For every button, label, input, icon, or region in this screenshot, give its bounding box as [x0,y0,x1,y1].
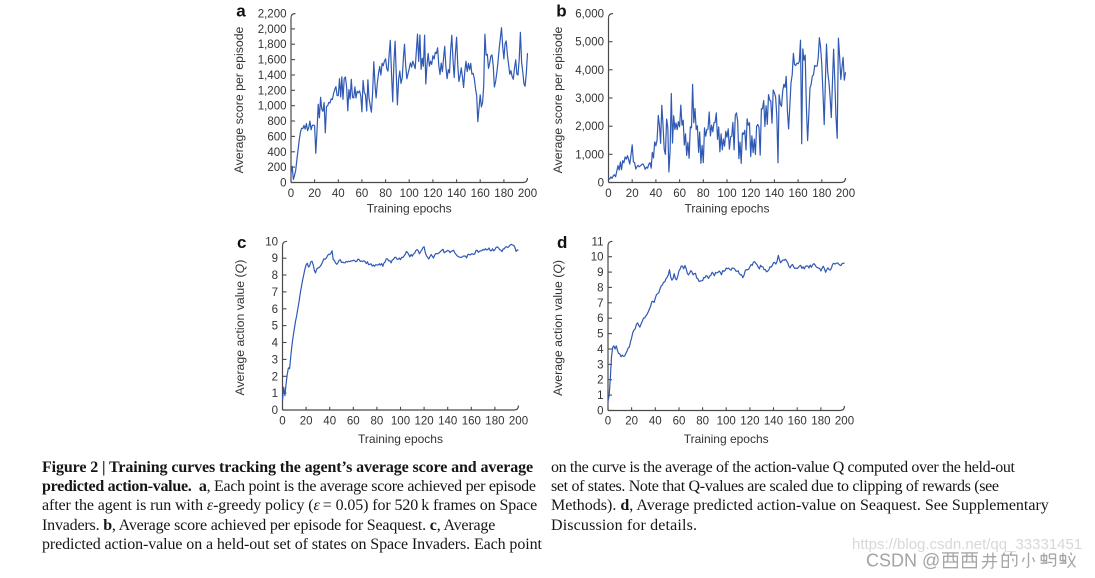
svg-text:20: 20 [626,188,639,200]
svg-text:180: 180 [494,188,513,200]
svg-text:120: 120 [415,415,434,427]
svg-text:1,600: 1,600 [258,55,287,67]
svg-text:0: 0 [279,415,285,427]
svg-text:6: 6 [272,304,278,316]
svg-text:80: 80 [371,415,384,427]
svg-text:60: 60 [673,415,686,427]
svg-text:Average action value (Q): Average action value (Q) [551,260,565,396]
svg-text:100: 100 [391,415,410,427]
svg-text:8: 8 [597,282,603,294]
svg-text:140: 140 [438,415,457,427]
svg-text:0: 0 [272,405,278,417]
svg-text:160: 160 [462,415,481,427]
svg-text:100: 100 [717,188,736,200]
svg-text:160: 160 [471,188,490,200]
svg-text:1,800: 1,800 [258,39,287,51]
svg-text:800: 800 [267,116,286,128]
svg-text:80: 80 [696,415,709,427]
svg-text:Average action value (Q): Average action value (Q) [233,260,247,396]
svg-text:3: 3 [597,359,603,371]
svg-text:0: 0 [597,406,603,418]
svg-text:3: 3 [272,354,278,366]
svg-text:1: 1 [597,390,603,402]
svg-text:d: d [557,233,567,252]
svg-text:120: 120 [740,415,759,427]
svg-text:7: 7 [272,287,278,299]
svg-text:140: 140 [447,188,466,200]
svg-text:c: c [237,233,246,252]
svg-text:40: 40 [650,188,663,200]
svg-text:20: 20 [300,415,313,427]
svg-text:1: 1 [272,388,278,400]
svg-text:9: 9 [272,253,278,265]
svg-text:6: 6 [597,313,603,325]
svg-text:b: b [556,1,566,20]
svg-text:3,000: 3,000 [575,93,604,105]
svg-text:100: 100 [400,188,419,200]
svg-text:180: 180 [812,188,831,200]
svg-text:2,000: 2,000 [575,121,604,133]
svg-text:80: 80 [697,188,710,200]
svg-text:1,400: 1,400 [258,70,287,82]
svg-text:120: 120 [741,188,760,200]
svg-text:1,200: 1,200 [258,85,287,97]
svg-text:Training epochs: Training epochs [367,202,452,216]
svg-text:60: 60 [347,415,360,427]
svg-text:40: 40 [332,188,345,200]
svg-text:120: 120 [423,188,442,200]
svg-text:10: 10 [591,252,604,264]
svg-text:40: 40 [649,415,662,427]
svg-text:5: 5 [272,321,278,333]
svg-text:80: 80 [379,188,392,200]
svg-text:200: 200 [518,188,537,200]
svg-text:11: 11 [592,236,604,248]
svg-text:600: 600 [267,131,286,143]
svg-text:180: 180 [485,415,504,427]
svg-text:6,000: 6,000 [575,9,604,21]
svg-text:0: 0 [605,188,611,200]
svg-text:Training epochs: Training epochs [684,432,769,446]
svg-text:9: 9 [597,267,603,279]
svg-text:4: 4 [597,344,604,356]
svg-text:a: a [236,1,246,20]
svg-text:2: 2 [272,371,278,383]
svg-text:140: 140 [765,188,784,200]
svg-text:0: 0 [280,178,286,190]
svg-text:2,000: 2,000 [258,24,287,36]
svg-text:200: 200 [835,415,854,427]
svg-text:20: 20 [308,188,321,200]
svg-text:60: 60 [673,188,686,200]
svg-text:160: 160 [788,415,807,427]
svg-text:200: 200 [509,415,528,427]
svg-text:60: 60 [356,188,369,200]
svg-text:Average score per episode: Average score per episode [232,26,246,173]
svg-text:1,000: 1,000 [575,149,604,161]
svg-text:10: 10 [265,236,278,248]
svg-text:7: 7 [597,298,603,310]
svg-text:1,000: 1,000 [258,101,287,113]
svg-text:200: 200 [267,162,286,174]
svg-text:0: 0 [605,415,611,427]
svg-text:400: 400 [267,147,286,159]
svg-text:160: 160 [789,188,808,200]
svg-text:2: 2 [597,375,603,387]
svg-text:40: 40 [323,415,336,427]
svg-text:4,000: 4,000 [575,65,604,77]
svg-text:0: 0 [598,178,604,190]
svg-text:4: 4 [272,338,279,350]
svg-text:Training epochs: Training epochs [685,202,770,216]
svg-text:Training epochs: Training epochs [358,432,443,446]
svg-text:2,200: 2,200 [258,9,287,21]
svg-text:Average score per episode: Average score per episode [551,26,565,173]
svg-text:140: 140 [764,415,783,427]
svg-text:5,000: 5,000 [575,37,604,49]
svg-text:20: 20 [625,415,638,427]
svg-text:200: 200 [836,188,855,200]
svg-text:8: 8 [272,270,278,282]
svg-text:180: 180 [811,415,830,427]
svg-text:0: 0 [288,188,294,200]
svg-text:100: 100 [717,415,736,427]
svg-text:5: 5 [597,329,603,341]
